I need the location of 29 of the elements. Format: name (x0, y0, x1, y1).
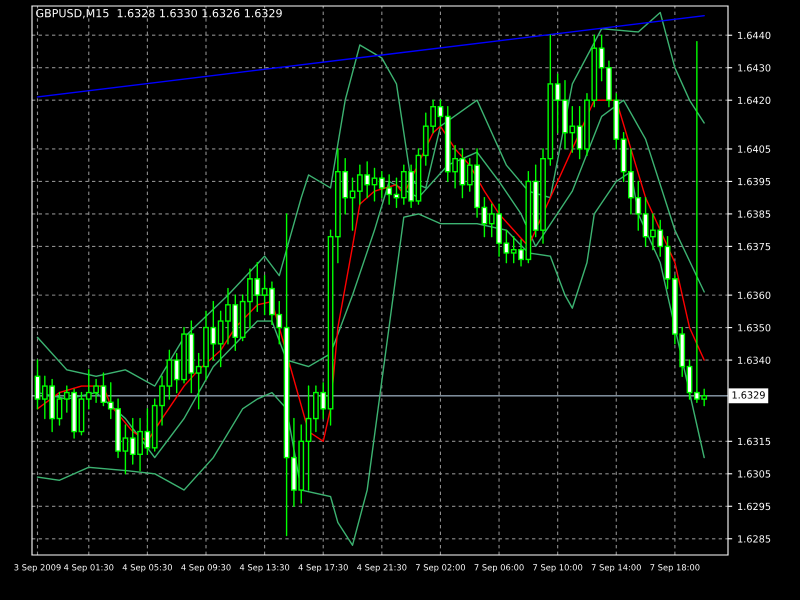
chart-title: GBPUSD,M15 1.6328 1.6330 1.6326 1.6329 (36, 8, 282, 18)
x-tick-label: 4 Sep 05:30 (122, 564, 172, 572)
ref-line-label: 1.6329 (732, 391, 765, 399)
x-tick-label: 4 Sep 21:30 (357, 564, 406, 572)
y-tick-label: 1.6420 (738, 96, 770, 104)
x-tick-label: 4 Sep 01:30 (64, 564, 114, 572)
x-tick-label: 4 Sep 13:30 (240, 564, 290, 572)
y-tick-label: 1.6350 (738, 324, 770, 332)
y-tick-label: 1.6285 (738, 535, 770, 543)
y-tick-label: 1.6315 (738, 438, 770, 446)
x-tick-label: 7 Sep 10:00 (533, 564, 582, 572)
y-tick-label: 1.6395 (738, 178, 770, 186)
x-tick-label: 4 Sep 09:30 (181, 564, 231, 572)
x-tick-label: 7 Sep 18:00 (650, 564, 700, 572)
x-tick-label: 3 Sep 2009 (14, 564, 61, 572)
y-tick-label: 1.6295 (738, 502, 770, 510)
x-tick-label: 7 Sep 02:00 (416, 564, 466, 572)
y-tick-label: 1.6360 (738, 292, 770, 299)
y-tick-label: 1.6440 (738, 32, 770, 40)
x-tick-label: 4 Sep 17:30 (298, 564, 348, 572)
y-tick-label: 1.6385 (738, 210, 770, 218)
line-series (36, 170, 705, 546)
y-tick-label: 1.6430 (738, 64, 770, 72)
x-tick-label: 7 Sep 14:00 (592, 564, 641, 572)
x-tick-label: 7 Sep 06:00 (474, 564, 524, 572)
y-tick-label: 1.6340 (738, 356, 770, 364)
y-tick-label: 1.6405 (738, 145, 770, 153)
y-tick-label: 1.6305 (738, 470, 770, 478)
y-tick-label: 1.6375 (738, 242, 770, 250)
